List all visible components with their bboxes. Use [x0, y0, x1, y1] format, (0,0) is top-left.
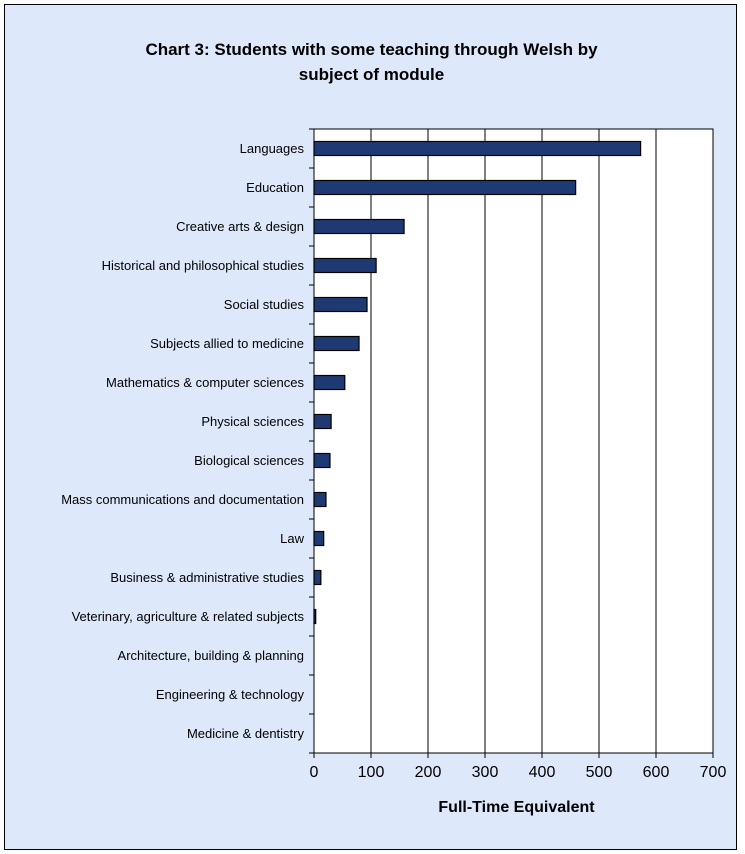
- bar: [313, 374, 346, 391]
- x-tick-label: 200: [415, 764, 442, 781]
- x-tick-label: 300: [472, 764, 499, 781]
- x-tick-label: 0: [310, 764, 319, 781]
- category-label: Law: [280, 531, 304, 546]
- category-label: Veterinary, agriculture & related subjec…: [72, 609, 305, 624]
- chart-title-line-2: subject of module: [298, 65, 445, 84]
- bar: [313, 413, 332, 430]
- bar: [313, 335, 360, 352]
- bars: [313, 140, 642, 625]
- tick-labels: 0 100 200 300 400 500 600 700: [310, 764, 727, 781]
- category-label: Education: [246, 180, 304, 195]
- x-tick-label: 700: [700, 764, 727, 781]
- x-tick-label: 400: [529, 764, 556, 781]
- category-labels: Languages Education Creative arts & design…: [61, 141, 304, 741]
- axes: [309, 128, 315, 754]
- bar: [313, 569, 322, 586]
- category-label: Creative arts & design: [176, 219, 304, 234]
- category-label: Medicine & dentistry: [187, 726, 305, 741]
- bar: [313, 257, 377, 274]
- category-label: Languages: [240, 141, 305, 156]
- category-label: Engineering & technology: [156, 687, 305, 702]
- bar: [313, 530, 325, 547]
- bar: [313, 179, 577, 196]
- bar: [313, 218, 405, 235]
- category-label: Subjects allied to medicine: [150, 336, 304, 351]
- x-tick-label: 600: [643, 764, 670, 781]
- category-label: Mass communications and documentation: [61, 492, 304, 507]
- category-label: Business & administrative studies: [110, 570, 304, 585]
- chart-title-line-1: Chart 3: Students with some teaching thr…: [145, 40, 598, 59]
- category-label: Social studies: [224, 297, 305, 312]
- bar-chart: Languages Education Creative arts & design…: [61, 128, 727, 816]
- x-axis-title: Full-Time Equivalent: [438, 799, 595, 816]
- category-label: Physical sciences: [201, 414, 304, 429]
- bar: [313, 491, 327, 508]
- bar: [313, 296, 368, 313]
- bar: [313, 452, 331, 469]
- chart-frame: Chart 3: Students with some teaching thr…: [4, 4, 737, 850]
- category-label: Biological sciences: [194, 453, 304, 468]
- chart-title: Chart 3: Students with some teaching thr…: [5, 37, 738, 87]
- category-label: Historical and philosophical studies: [102, 258, 305, 273]
- category-label: Mathematics & computer sciences: [106, 375, 304, 390]
- x-tick-label: 500: [586, 764, 613, 781]
- category-label: Architecture, building & planning: [118, 648, 304, 663]
- bar: [313, 140, 642, 157]
- x-tick-label: 100: [358, 764, 385, 781]
